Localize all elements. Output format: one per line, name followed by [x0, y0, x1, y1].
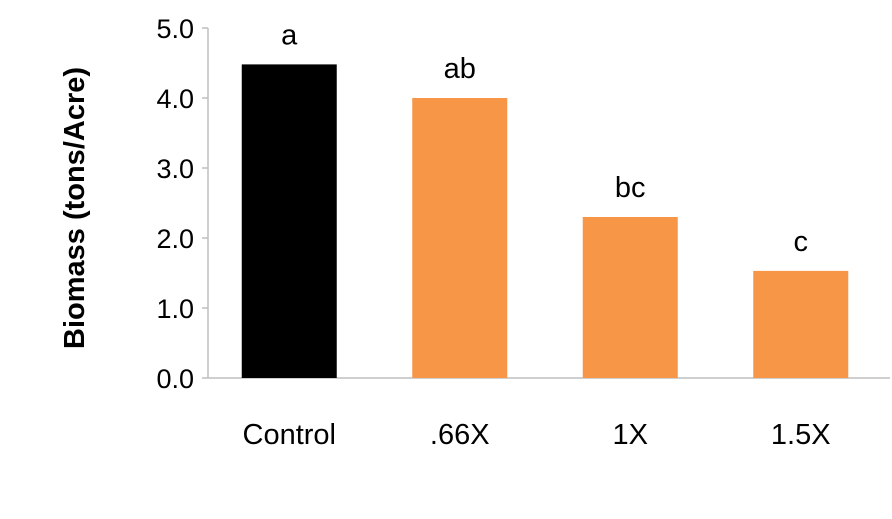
bar-15x	[753, 270, 849, 378]
y-tick-label: 0.0	[156, 364, 194, 394]
y-axis-label: Biomass (tons/Acre)	[59, 67, 91, 349]
y-tick-label: 1.0	[156, 294, 194, 324]
bar-1x	[582, 217, 678, 378]
bar-significance-label: c	[794, 226, 809, 258]
x-tick-label: Control	[243, 419, 337, 451]
bar-significance-label: ab	[444, 53, 476, 85]
y-tick-label: 4.0	[156, 84, 194, 114]
x-tick-label: .66X	[430, 419, 490, 451]
y-tick-label: 5.0	[156, 14, 194, 44]
bar-significance-label: a	[281, 19, 298, 51]
y-tick-label: 2.0	[156, 224, 194, 254]
bar-66x	[412, 98, 508, 378]
bar-control	[241, 64, 337, 379]
x-tick-label: 1.5X	[771, 419, 831, 451]
y-tick-label: 3.0	[156, 154, 194, 184]
bar-significance-label: bc	[615, 172, 646, 204]
x-tick-label: 1X	[613, 419, 648, 451]
